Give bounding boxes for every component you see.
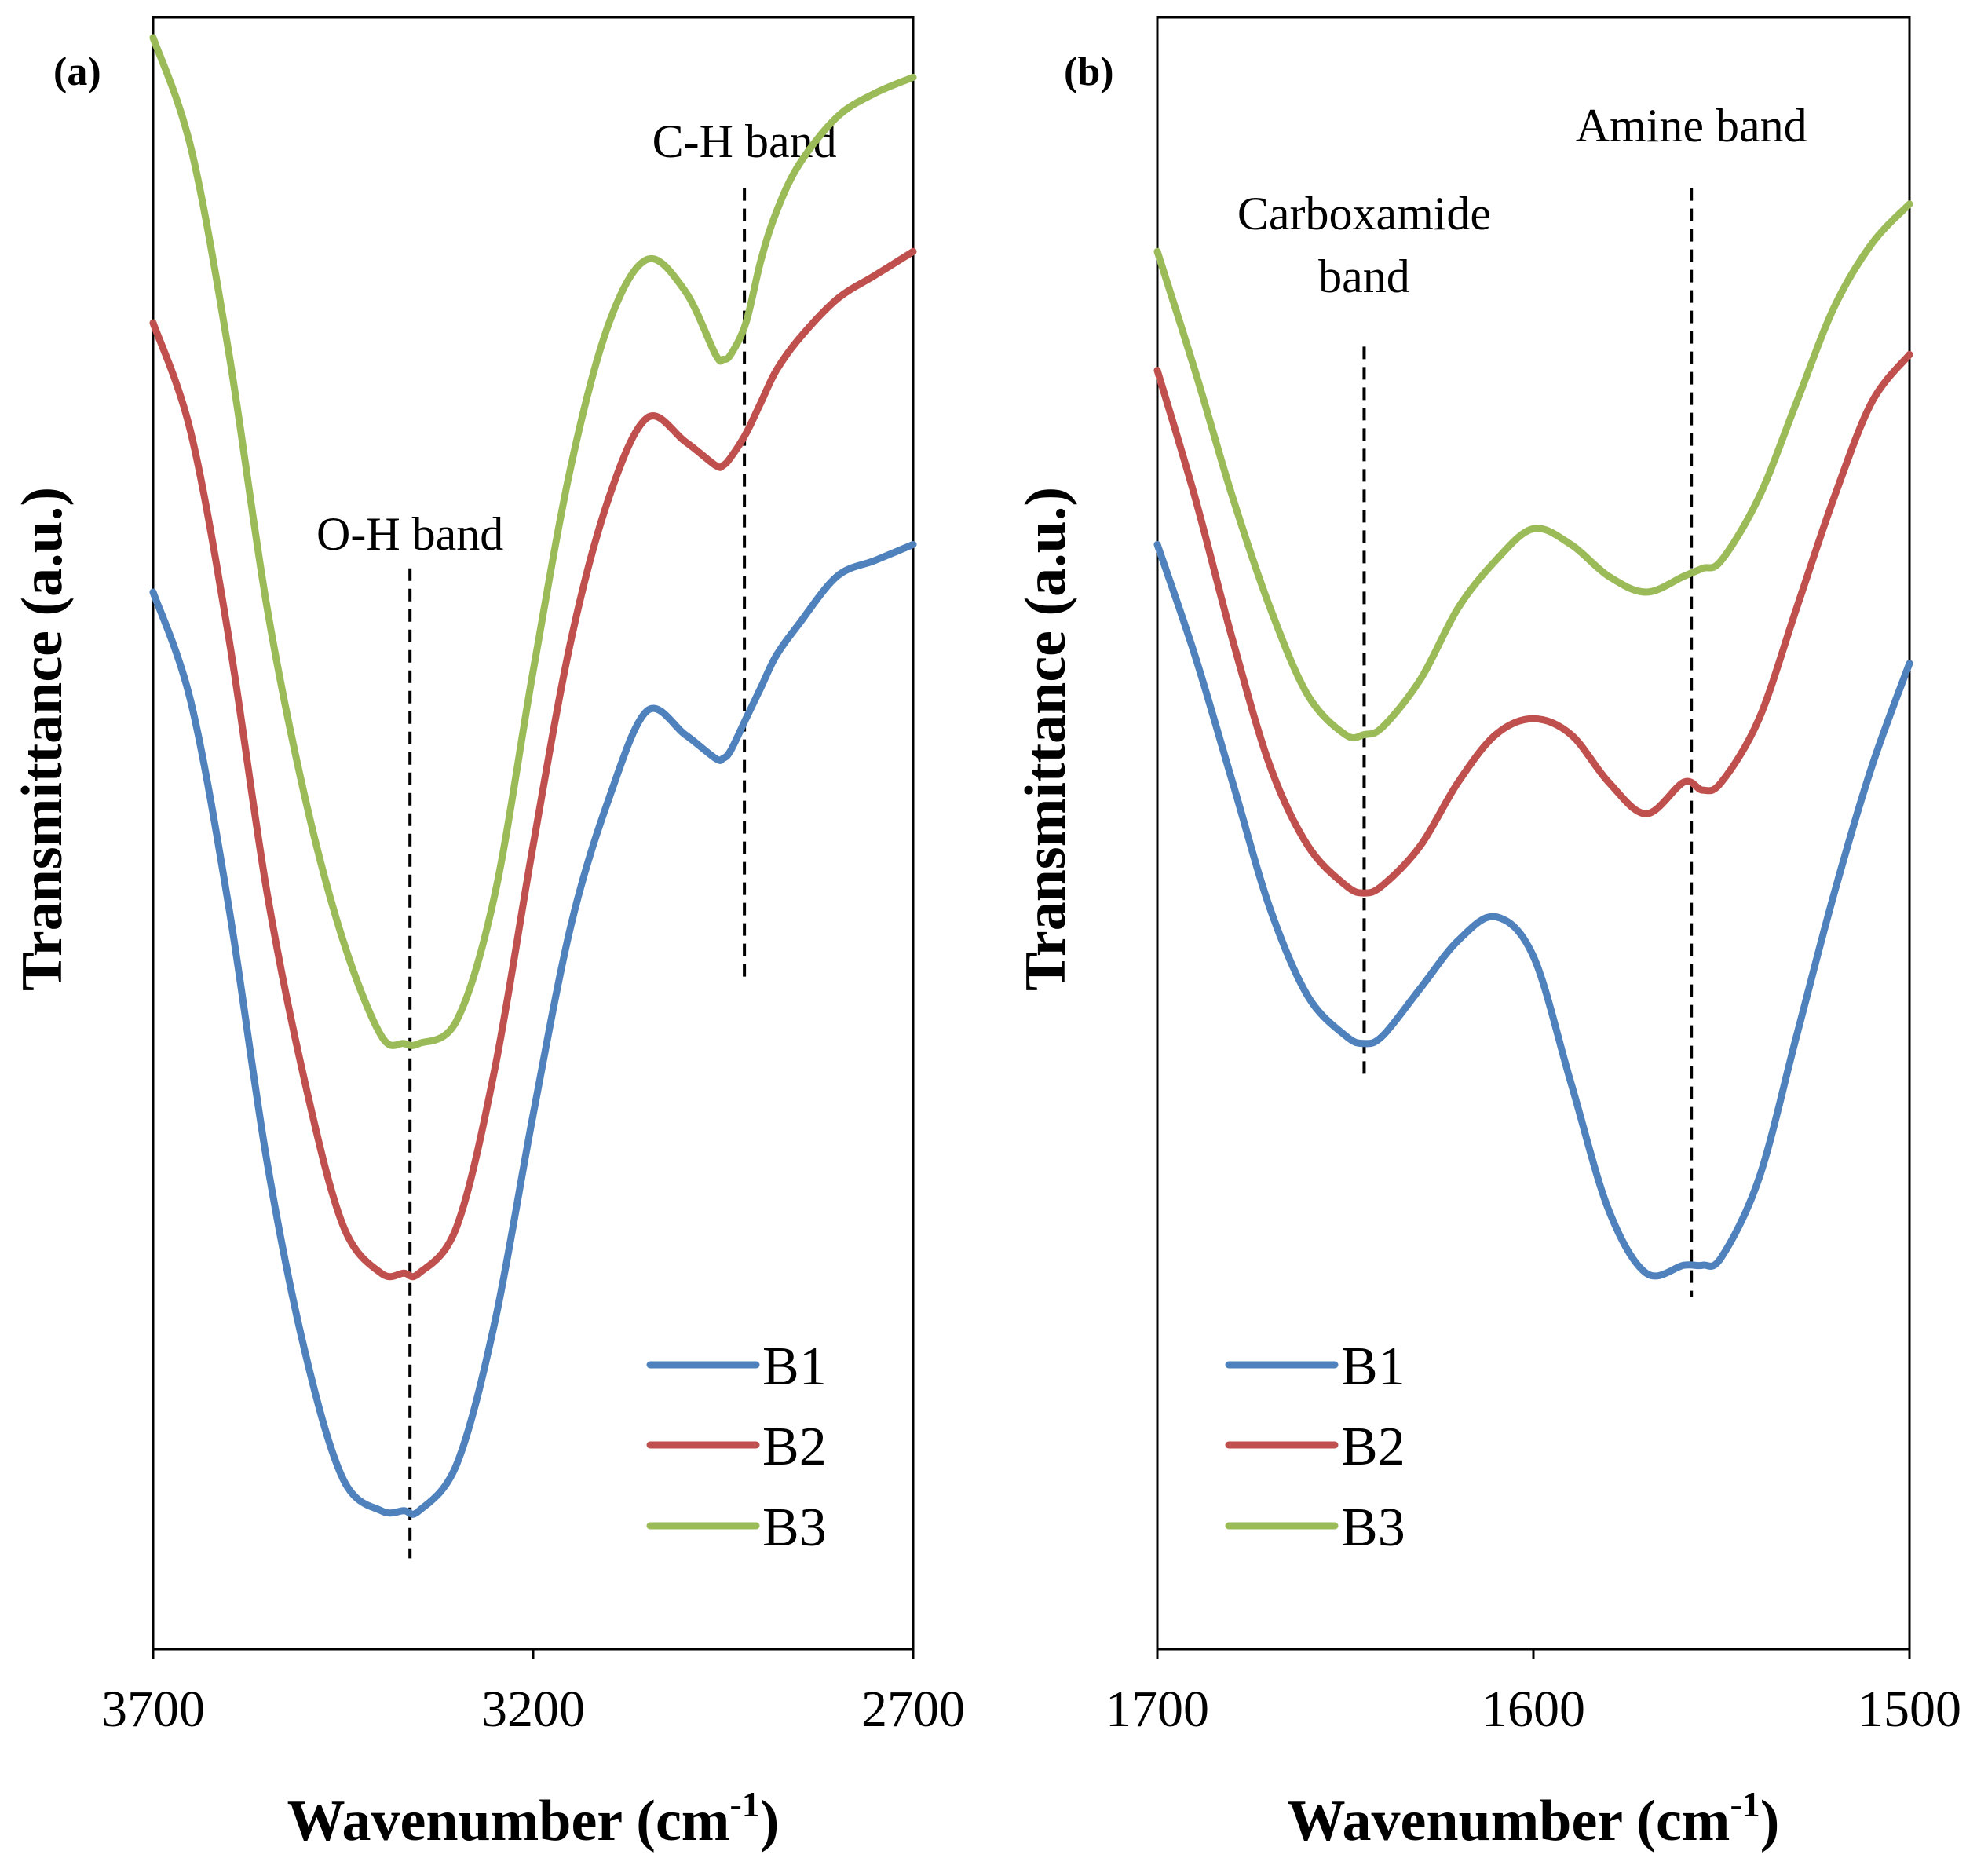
panel-a: 3700 3200 2700 Wavenumber (cm-1) Transmittan… xyxy=(10,16,965,1853)
legend-label: B1 xyxy=(1341,1337,1405,1397)
band-annotation: Carboxamide xyxy=(1237,188,1491,240)
band-annotation: Amine band xyxy=(1576,100,1807,152)
x-tick-label: 1600 xyxy=(1482,1681,1585,1738)
series-line-b2 xyxy=(149,247,917,1281)
y-axis-title: Transmittance (a.u.) xyxy=(10,487,75,991)
series-line-b3 xyxy=(1153,200,1913,742)
series-line-b1 xyxy=(1153,540,1913,1280)
panel-b: 1700 1600 1500 Wavenumber (cm-1) Transmittan… xyxy=(1014,16,1961,1853)
x-tick-label: 2700 xyxy=(861,1681,965,1738)
x-tick-label: 3200 xyxy=(481,1681,585,1738)
x-axis-title: Wavenumber (cm-1) xyxy=(1288,1784,1780,1853)
legend-label: B3 xyxy=(762,1498,827,1558)
band-annotation: C-H band xyxy=(652,115,837,167)
plot-frame xyxy=(1156,16,1911,1651)
series-line-b2 xyxy=(1153,350,1913,897)
panel-label: (b) xyxy=(1064,49,1114,94)
legend-label: B2 xyxy=(762,1417,827,1477)
series-line-b1 xyxy=(149,540,917,1518)
x-tick-label: 1700 xyxy=(1105,1681,1209,1738)
x-tick-label: 3700 xyxy=(101,1681,205,1738)
x-axis-title: Wavenumber (cm-1) xyxy=(287,1784,780,1853)
band-annotation: band xyxy=(1318,251,1410,302)
series-line-b3 xyxy=(149,34,917,1049)
panel-label: (a) xyxy=(53,49,101,94)
band-annotation: O-H band xyxy=(316,508,503,560)
legend: B1 B2 B3 xyxy=(646,1337,827,1558)
legend-label: B3 xyxy=(1341,1498,1405,1558)
x-tick-label: 1500 xyxy=(1858,1681,1961,1738)
legend-label: B1 xyxy=(762,1337,827,1397)
legend-label: B2 xyxy=(1341,1417,1405,1477)
y-axis-title: Transmittance (a.u.) xyxy=(1014,487,1078,991)
legend: B1 B2 B3 xyxy=(1225,1337,1405,1558)
